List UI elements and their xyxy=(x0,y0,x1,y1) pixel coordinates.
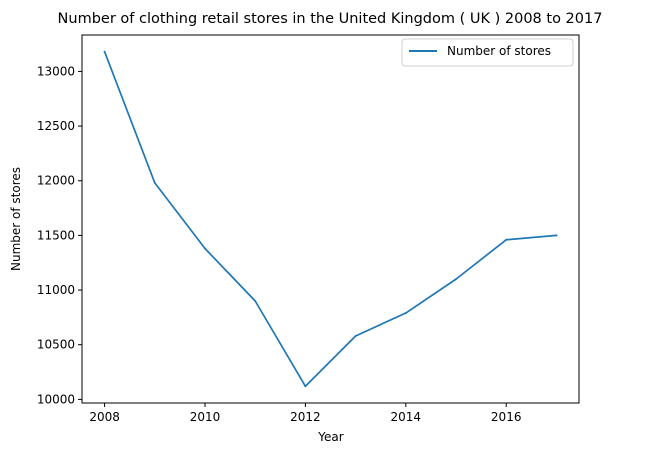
chart-title: Number of clothing retail stores in the … xyxy=(58,11,603,27)
plot-area xyxy=(81,34,580,404)
data-point xyxy=(153,181,156,184)
series-line-number-of-stores xyxy=(103,50,558,388)
data-point xyxy=(254,299,257,302)
y-tick-label: 10500 xyxy=(37,338,75,352)
x-tick-label: 2012 xyxy=(290,410,321,424)
x-tick-label: 2008 xyxy=(89,410,120,424)
plot-frame xyxy=(81,34,580,404)
data-point xyxy=(404,312,407,315)
x-tick-label: 2016 xyxy=(491,410,522,424)
y-tick-label: 10000 xyxy=(37,392,75,406)
legend: Number of stores xyxy=(401,38,574,67)
x-axis-ticks: 2008 2010 2012 2014 2016 xyxy=(89,403,521,424)
data-point xyxy=(354,334,357,337)
data-point xyxy=(555,234,558,237)
data-point xyxy=(103,50,106,53)
series-layer xyxy=(103,50,558,388)
data-point xyxy=(505,238,508,241)
data-point xyxy=(203,247,206,250)
y-tick-label: 11500 xyxy=(37,228,75,242)
y-tick-label: 11000 xyxy=(37,283,75,297)
data-point xyxy=(304,385,307,388)
x-axis-label: Year xyxy=(317,430,343,444)
x-tick-label: 2010 xyxy=(190,410,221,424)
legend-box xyxy=(401,38,574,67)
data-point xyxy=(455,278,458,281)
y-tick-label: 13000 xyxy=(37,64,75,78)
x-tick-label: 2014 xyxy=(391,410,422,424)
legend-label-number-of-stores: Number of stores xyxy=(447,44,551,58)
y-axis-label: Number of stores xyxy=(9,167,23,271)
y-tick-label: 12500 xyxy=(37,119,75,133)
y-axis-ticks: 10000 10500 11000 11500 12000 12500 13000 xyxy=(37,64,82,406)
y-tick-label: 12000 xyxy=(37,174,75,188)
